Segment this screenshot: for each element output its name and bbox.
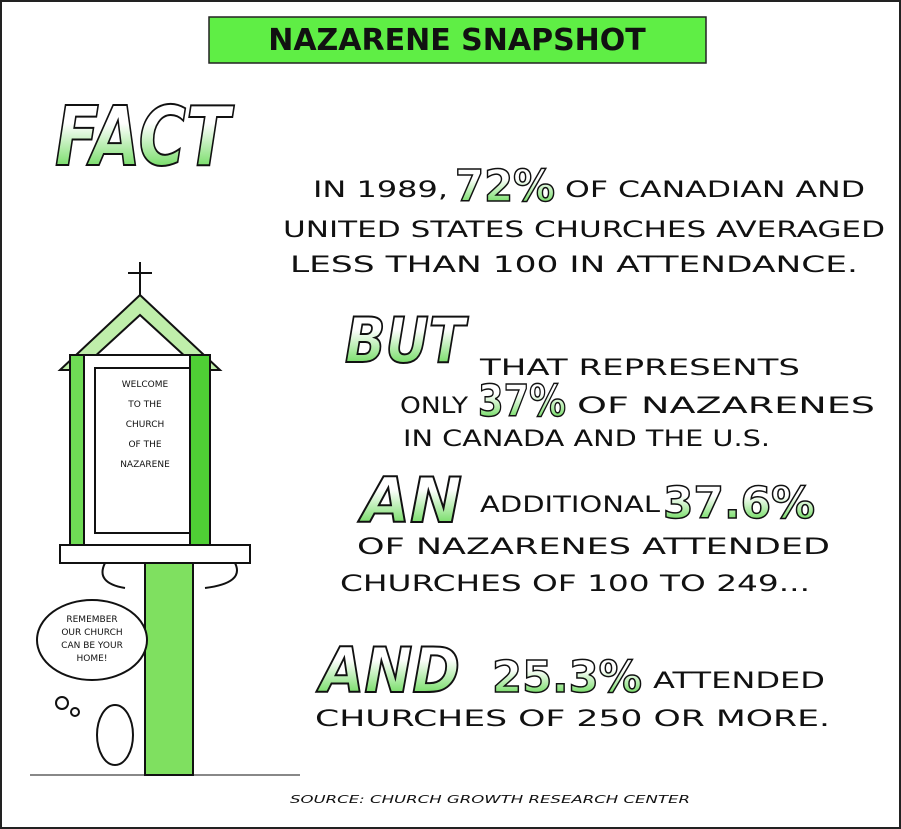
infographic: NAZARENE SNAPSHOT FACT IN 1989, 72% OF C… [0,0,901,829]
bubble-text: REMEMBER [66,615,117,625]
figure: 72% [455,161,555,212]
figure: 37.6% [663,478,815,529]
sign-text: CHURCH [126,420,165,430]
sign-text: NAZARENE [120,460,170,470]
sign-text: TO THE [127,400,162,410]
source: SOURCE: CHURCH GROWTH RESEARCH CENTER [290,793,690,806]
text-line: OF CANADIAN AND [565,178,865,203]
figure: 25.3% [492,652,642,703]
keyword: BUT [345,304,469,377]
bubble-text: HOME! [77,654,108,664]
text-line: LESS THAN 100 IN ATTENDANCE. [290,253,858,278]
title: NAZARENE SNAPSHOT [268,23,646,58]
text-line: OF NAZARENES [577,394,875,419]
text-line: IN CANADA AND THE U.S. [403,427,770,452]
sign-text: WELCOME [122,380,169,390]
bubble-text: OUR CHURCH [61,628,122,638]
keyword: AN [357,464,462,537]
text-line: ADDITIONAL [480,493,661,518]
text-line: ATTENDED [653,669,825,694]
text-line: CHURCHES OF 100 TO 249... [340,572,810,597]
keyword: FACT [55,90,235,185]
text-line: OF NAZARENES ATTENDED [357,535,830,560]
sign-text: OF THE [128,440,161,450]
text-line: IN 1989, [313,178,448,203]
keyword: AND [315,634,460,707]
text-line: CHURCHES OF 250 OR MORE. [315,707,830,732]
text-line: UNITED STATES CHURCHES AVERAGED [283,218,885,243]
figure: 37% [478,376,566,427]
bubble-text: CAN BE YOUR [61,641,123,651]
text-line: ONLY [400,394,469,419]
